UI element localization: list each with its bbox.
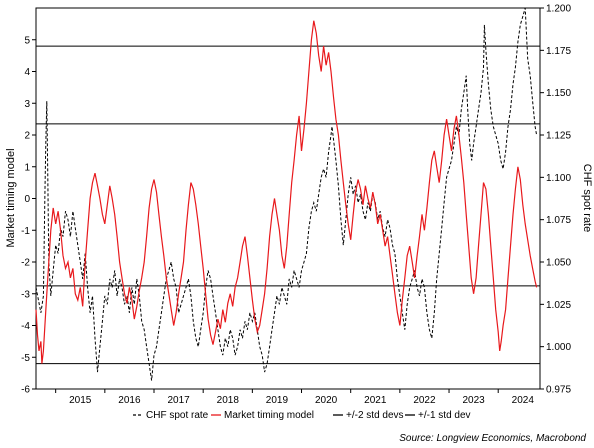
right-tick-label: 1.025 <box>546 300 571 311</box>
x-tick-label: 2018 <box>217 395 240 406</box>
left-tick-label: -4 <box>21 321 30 332</box>
x-tick-label: 2020 <box>315 395 338 406</box>
right-tick-label: 1.200 <box>546 4 571 15</box>
left-tick-label: -2 <box>21 258 30 269</box>
left-tick-label: -5 <box>21 353 30 364</box>
market-timing-model-line <box>35 20 538 364</box>
right-tick-label: 1.100 <box>546 173 571 184</box>
legend-plus-minus-1-std: +/-1 std dev <box>405 410 471 421</box>
right-tick-label: 1.050 <box>546 258 571 269</box>
left-tick-label: 1 <box>24 162 30 173</box>
x-tick-label: 2023 <box>462 395 485 406</box>
right-tick-label: 1.000 <box>546 342 571 353</box>
legend-label: CHF spot rate <box>146 410 209 421</box>
left-tick-label: 3 <box>24 99 30 110</box>
right-tick-label: 1.125 <box>546 131 571 142</box>
left-tick-label: 5 <box>24 35 30 46</box>
x-tick-label: 2019 <box>266 395 289 406</box>
right-tick-label: 1.175 <box>546 46 571 57</box>
legend-label: +/-2 std devs <box>346 410 404 421</box>
left-axis-title: Market timing model <box>5 148 17 247</box>
left-axis-ticks: -6 -5 -4 -3 -2 -1 0 1 2 3 4 5 <box>21 35 36 396</box>
left-tick-label: 4 <box>24 67 30 78</box>
reference-lines <box>36 45 540 365</box>
x-axis-ticks: 2015 2016 2017 2018 2019 2020 2021 2022 2023 2024 <box>55 389 535 406</box>
right-tick-label: 0.975 <box>546 385 571 396</box>
legend: CHF spot rate Market timing model +/-2 std… <box>133 410 471 421</box>
x-tick-label: 2016 <box>118 395 141 406</box>
right-axis-ticks: 0.975 1.000 1.025 1.050 1.075 1.100 1.125 1.150… <box>540 4 571 396</box>
left-tick-label: -1 <box>21 226 30 237</box>
left-tick-label: -3 <box>21 289 30 300</box>
right-tick-label: 1.075 <box>546 215 571 226</box>
legend-plus-minus-2-std: +/-2 std devs <box>333 410 404 421</box>
x-tick-label: 2017 <box>167 395 190 406</box>
legend-market-timing-model: Market timing model <box>211 410 314 421</box>
x-tick-label: 2015 <box>69 395 92 406</box>
legend-label: +/-1 std dev <box>418 410 471 421</box>
series-lines <box>35 7 538 381</box>
right-axis-title: CHF spot rate <box>581 164 593 232</box>
x-tick-label: 2022 <box>413 395 436 406</box>
source-note: Source: Longview Economics, Macrobond <box>399 433 586 444</box>
x-tick-label: 2021 <box>364 395 387 406</box>
right-tick-label: 1.150 <box>546 88 571 99</box>
left-tick-label: -6 <box>21 385 30 396</box>
legend-label: Market timing model <box>224 410 314 421</box>
left-tick-label: 2 <box>24 131 30 142</box>
legend-chf-spot-rate: CHF spot rate <box>133 410 209 421</box>
left-tick-label: 0 <box>24 194 30 205</box>
x-tick-label: 2024 <box>512 395 535 406</box>
